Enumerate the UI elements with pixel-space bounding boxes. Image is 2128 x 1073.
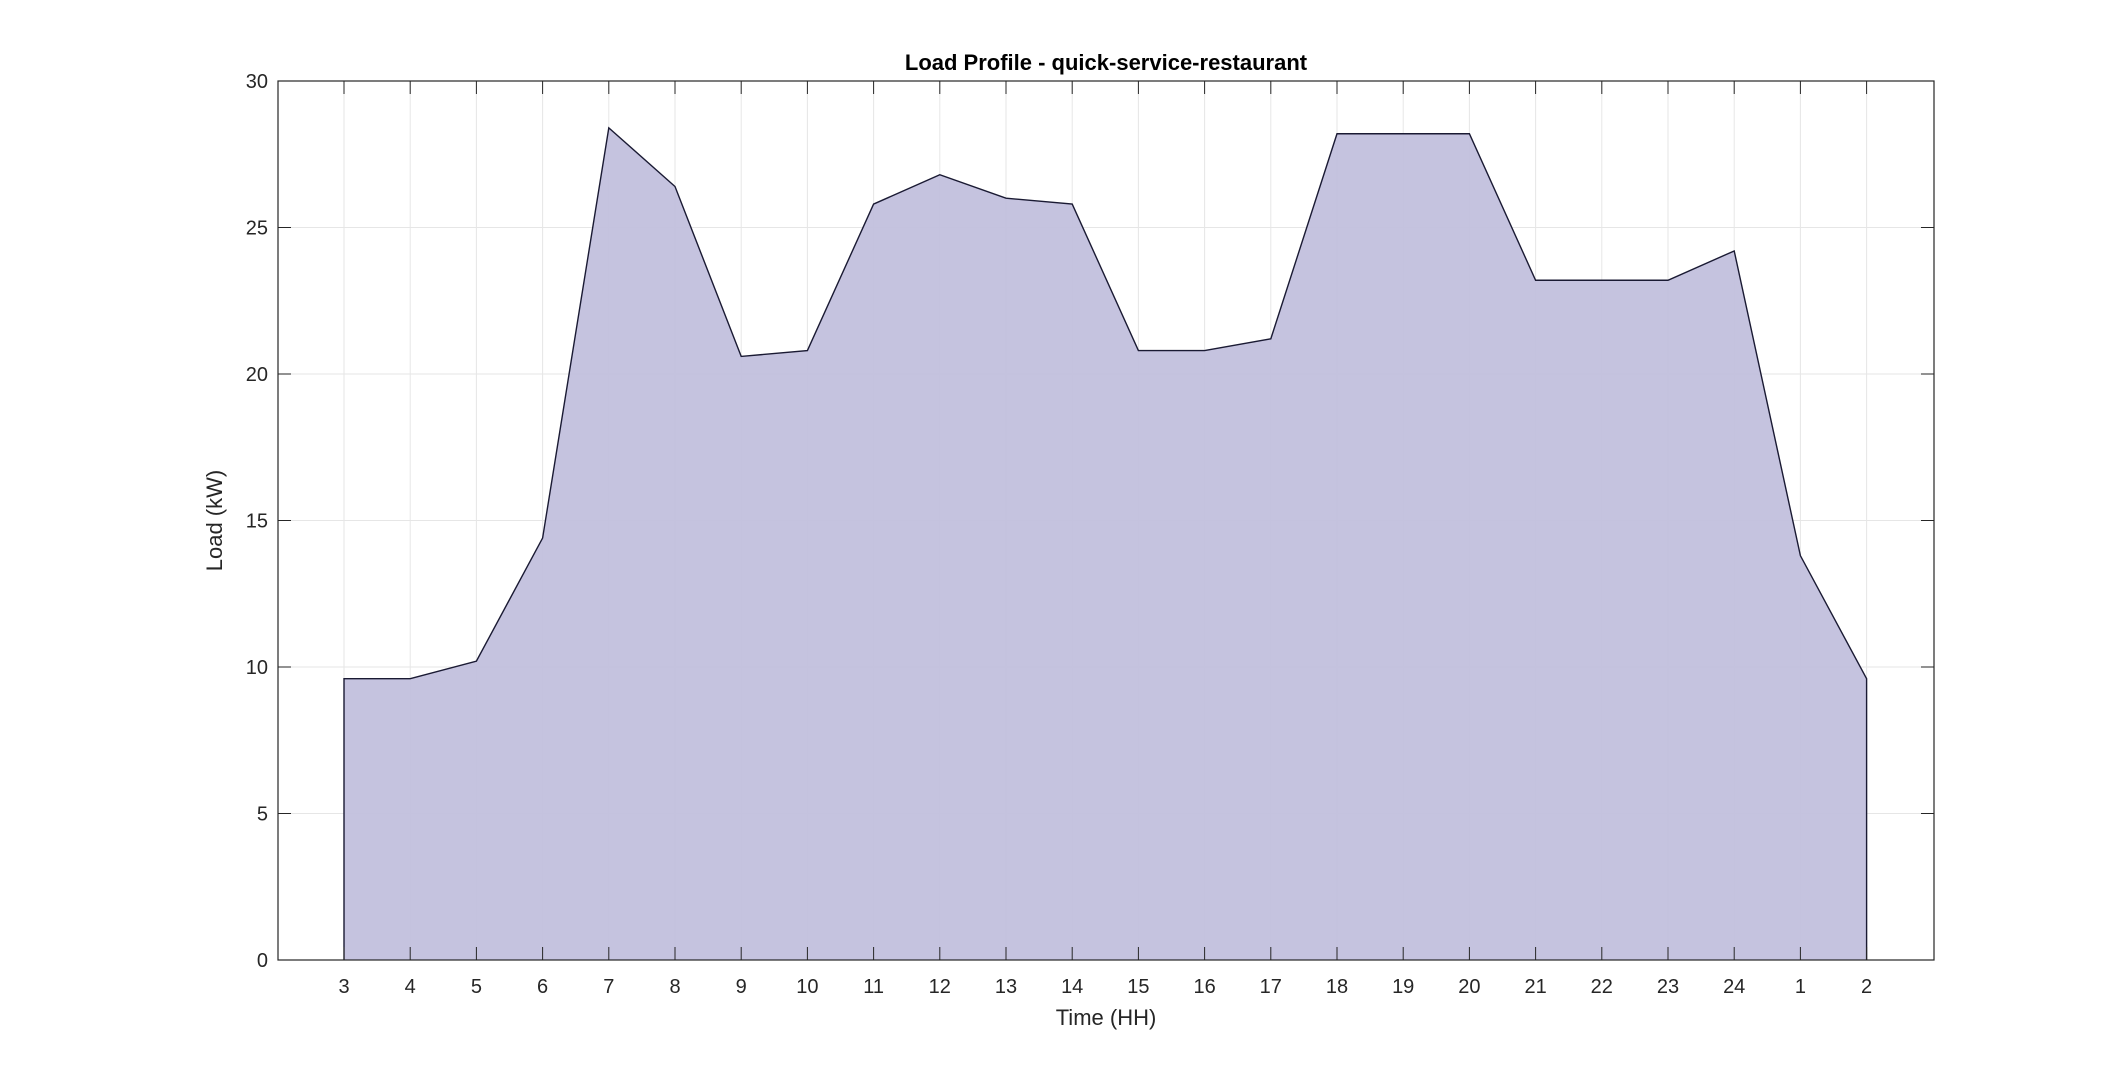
x-tick-label: 19 bbox=[1392, 976, 1414, 998]
data-point bbox=[1865, 677, 1869, 681]
x-tick-label: 17 bbox=[1260, 976, 1282, 998]
tick-labels: 3 4 5 6 7 8 9 10 11 12 13 14 15 16 17 18 19 20 21 22 23 24 1 20… bbox=[246, 71, 1872, 998]
data-point bbox=[408, 677, 412, 681]
plot-area bbox=[342, 126, 1869, 960]
y-tick-label: 30 bbox=[246, 71, 268, 93]
data-point bbox=[1203, 349, 1207, 353]
data-point bbox=[1335, 132, 1339, 136]
data-point bbox=[872, 202, 876, 206]
x-tick-label: 22 bbox=[1591, 976, 1613, 998]
x-tick-label: 18 bbox=[1326, 976, 1348, 998]
data-point bbox=[607, 126, 611, 130]
x-axis-label: Time (HH) bbox=[1056, 1005, 1157, 1030]
y-tick-label: 0 bbox=[257, 950, 268, 972]
data-point bbox=[1070, 202, 1074, 206]
y-tick-label: 25 bbox=[246, 218, 268, 240]
data-point bbox=[1401, 132, 1405, 136]
x-tick-label: 7 bbox=[603, 976, 614, 998]
x-tick-label: 3 bbox=[338, 976, 349, 998]
x-tick-label: 12 bbox=[929, 976, 951, 998]
data-point bbox=[1467, 132, 1471, 136]
x-tick-label: 8 bbox=[669, 976, 680, 998]
x-tick-label: 23 bbox=[1657, 976, 1679, 998]
data-point bbox=[342, 677, 346, 681]
data-point bbox=[1732, 249, 1736, 253]
data-point bbox=[1136, 349, 1140, 353]
x-tick-label: 5 bbox=[471, 976, 482, 998]
data-point bbox=[1798, 554, 1802, 558]
data-point bbox=[474, 659, 478, 663]
x-tick-label: 11 bbox=[863, 976, 884, 998]
x-tick-label: 4 bbox=[405, 976, 416, 998]
x-tick-label: 20 bbox=[1458, 976, 1480, 998]
area-fill bbox=[344, 127, 1867, 960]
x-tick-label: 21 bbox=[1524, 976, 1546, 998]
x-tick-label: 10 bbox=[796, 976, 818, 998]
data-point bbox=[739, 354, 743, 358]
data-point bbox=[938, 173, 942, 177]
y-axis-label: Load (kW) bbox=[202, 470, 227, 571]
data-point bbox=[1004, 196, 1008, 200]
y-tick-label: 20 bbox=[246, 364, 268, 386]
y-tick-label: 10 bbox=[246, 657, 268, 679]
data-point bbox=[1269, 337, 1273, 341]
x-tick-label: 1 bbox=[1795, 976, 1806, 998]
data-point bbox=[541, 536, 545, 540]
x-tick-label: 9 bbox=[736, 976, 747, 998]
data-point bbox=[1600, 278, 1604, 282]
x-tick-label: 14 bbox=[1061, 976, 1083, 998]
x-tick-label: 15 bbox=[1127, 976, 1149, 998]
chart-title: Load Profile - quick-service-restaurant bbox=[905, 50, 1308, 75]
series-line bbox=[343, 126, 1868, 960]
x-tick-label: 16 bbox=[1193, 976, 1215, 998]
y-tick-label: 15 bbox=[246, 511, 268, 533]
data-point bbox=[673, 184, 677, 188]
y-tick-label: 5 bbox=[257, 804, 268, 826]
data-point bbox=[805, 349, 809, 353]
x-tick-label: 6 bbox=[537, 976, 548, 998]
x-tick-label: 24 bbox=[1723, 976, 1745, 998]
data-point bbox=[1534, 278, 1538, 282]
axes bbox=[277, 80, 1935, 961]
x-tick-label: 2 bbox=[1861, 976, 1872, 998]
data-point bbox=[1666, 278, 1670, 282]
x-tick-label: 13 bbox=[995, 976, 1017, 998]
